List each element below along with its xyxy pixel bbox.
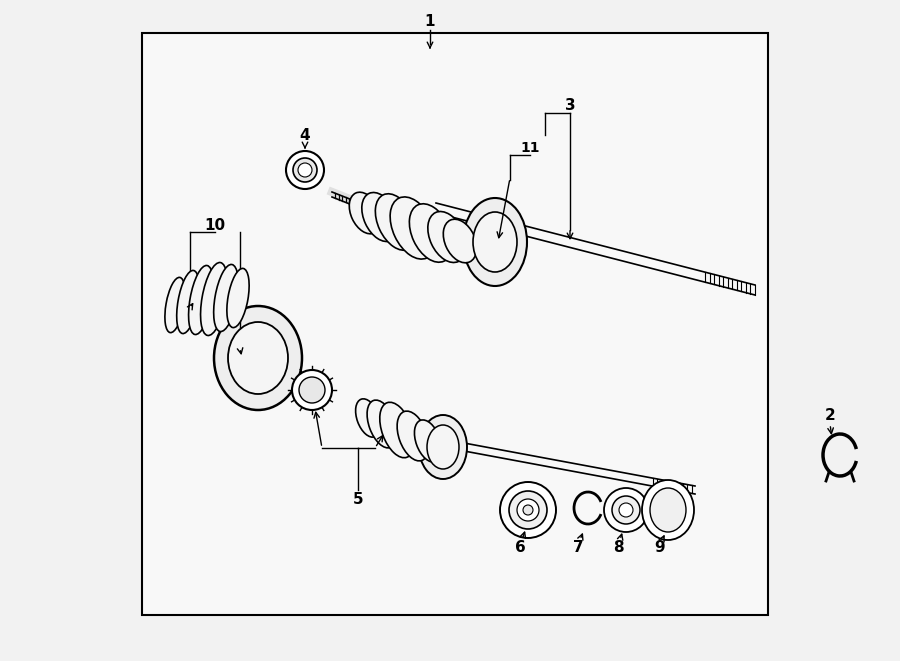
Bar	[142, 33, 768, 615]
Circle shape	[292, 370, 332, 410]
Ellipse shape	[176, 270, 199, 334]
Ellipse shape	[214, 306, 302, 410]
Ellipse shape	[362, 192, 398, 241]
Text: 11: 11	[520, 141, 540, 155]
Circle shape	[619, 503, 633, 517]
Ellipse shape	[473, 212, 517, 272]
Text: 3: 3	[564, 98, 575, 112]
Text: 10: 10	[204, 217, 226, 233]
Ellipse shape	[380, 403, 414, 457]
Ellipse shape	[444, 219, 477, 263]
Ellipse shape	[201, 262, 228, 336]
Ellipse shape	[213, 264, 238, 332]
Circle shape	[612, 496, 640, 524]
Text: 7: 7	[572, 541, 583, 555]
Ellipse shape	[427, 425, 459, 469]
Text: 2: 2	[824, 407, 835, 422]
Circle shape	[604, 488, 648, 532]
Ellipse shape	[397, 411, 429, 461]
Circle shape	[286, 151, 324, 189]
Circle shape	[523, 505, 533, 515]
Ellipse shape	[390, 197, 436, 259]
Ellipse shape	[414, 420, 442, 462]
Circle shape	[293, 158, 317, 182]
Text: 8: 8	[613, 541, 624, 555]
Ellipse shape	[189, 266, 213, 334]
Ellipse shape	[410, 204, 453, 262]
Circle shape	[517, 499, 539, 521]
Ellipse shape	[165, 278, 185, 332]
Circle shape	[298, 163, 312, 177]
Ellipse shape	[375, 194, 417, 251]
Ellipse shape	[349, 192, 381, 234]
Circle shape	[500, 482, 556, 538]
Circle shape	[299, 377, 325, 403]
Ellipse shape	[642, 480, 694, 540]
Ellipse shape	[356, 399, 381, 437]
Ellipse shape	[428, 212, 466, 262]
Ellipse shape	[227, 268, 249, 328]
Ellipse shape	[367, 400, 397, 448]
Text: 5: 5	[353, 492, 364, 508]
Ellipse shape	[228, 322, 288, 394]
Circle shape	[509, 491, 547, 529]
Ellipse shape	[650, 488, 686, 532]
Text: 6: 6	[515, 541, 526, 555]
Text: 1: 1	[425, 15, 436, 30]
Text: 4: 4	[300, 128, 310, 143]
Text: 9: 9	[654, 541, 665, 555]
Ellipse shape	[463, 198, 527, 286]
Ellipse shape	[419, 415, 467, 479]
